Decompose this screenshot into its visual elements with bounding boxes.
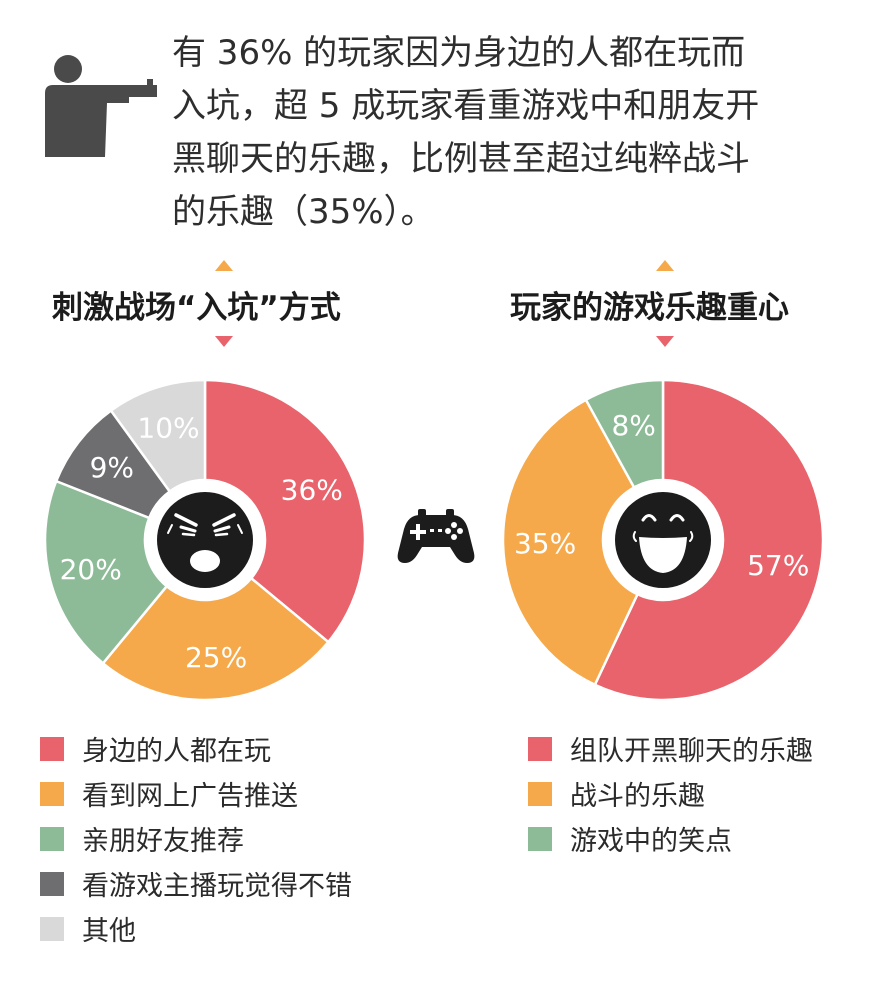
slice-value-label: 36% (281, 473, 343, 506)
legend-item: 亲朋好友推荐 (40, 816, 352, 861)
triangle-down-icon (215, 336, 233, 347)
slice-value-label: 35% (514, 527, 576, 560)
legend-swatch (40, 871, 64, 896)
legend-swatch (528, 826, 552, 851)
slice-value-label: 25% (185, 641, 247, 674)
legend-swatch (40, 736, 64, 761)
legend-item: 战斗的乐趣 (528, 771, 813, 816)
triangle-up-icon (215, 260, 233, 271)
slice-value-label: 9% (90, 451, 134, 484)
donut-slice (109, 378, 207, 494)
donut-slice (501, 398, 640, 687)
chart-title-fun-focus: 玩家的游戏乐趣重心 (510, 290, 789, 326)
triangle-up-icon (656, 260, 674, 271)
headline-line: 入坑，超 5 成玩家看重游戏中和朋友开 (172, 86, 760, 126)
legend-label: 战斗的乐趣 (570, 781, 705, 812)
legend-label: 其他 (82, 916, 136, 947)
legend-item: 看到网上广告推送 (40, 771, 352, 816)
donut-chart-entry-method: 36% 25% 20% 9%10% (43, 378, 367, 702)
legend-item: 看游戏主播玩觉得不错 (40, 861, 352, 906)
legend-fun-focus: 组队开黑聊天的乐趣 战斗的乐趣 游戏中的笑点 (528, 726, 813, 861)
legend-entry-method: 身边的人都在玩 看到网上广告推送 亲朋好友推荐 看游戏主播玩觉得不错 其他 (40, 726, 352, 951)
slice-value-label: 10% (137, 411, 199, 444)
donut-slice (584, 378, 665, 490)
slice-value-label: 57% (747, 549, 809, 582)
slice-value-label: 8% (611, 409, 655, 442)
donut-slice (101, 576, 331, 702)
slice-value-label: 20% (60, 553, 122, 586)
chart-title-entry-method: 刺激战场“入坑”方式 (52, 290, 341, 326)
donut-chart-fun-focus: 57% 35% 8% (501, 378, 825, 702)
gun-icon (45, 55, 157, 157)
legend-item: 组队开黑聊天的乐趣 (528, 726, 813, 771)
angry-face-icon (157, 492, 253, 588)
triangle-down-icon (656, 336, 674, 347)
legend-label: 身边的人都在玩 (82, 736, 271, 767)
legend-item: 游戏中的笑点 (528, 816, 813, 861)
legend-label: 游戏中的笑点 (570, 826, 732, 857)
legend-swatch (40, 916, 64, 941)
game-controller-icon (397, 509, 475, 563)
legend-label: 组队开黑聊天的乐趣 (570, 736, 813, 767)
donut-slice (43, 479, 169, 666)
legend-item: 其他 (40, 906, 352, 951)
legend-label: 看游戏主播玩觉得不错 (82, 871, 352, 902)
legend-swatch (40, 781, 64, 806)
legend-item: 身边的人都在玩 (40, 726, 352, 771)
legend-swatch (528, 781, 552, 806)
legend-swatch (528, 736, 552, 761)
headline-line: 黑聊天的乐趣，比例甚至超过纯粹战斗 (172, 139, 750, 179)
laughing-face-icon (615, 492, 711, 588)
donut-slice (593, 378, 825, 702)
legend-label: 看到网上广告推送 (82, 781, 298, 812)
legend-label: 亲朋好友推荐 (82, 826, 244, 857)
headline-text: 有 36% 的玩家因为身边的人都在玩而 入坑，超 5 成玩家看重游戏中和朋友开 … (172, 27, 862, 239)
headline-line: 有 36% 的玩家因为身边的人都在玩而 (172, 33, 746, 73)
headline-line: 的乐趣（35%）。 (172, 192, 435, 232)
legend-swatch (40, 826, 64, 851)
donut-slice (203, 378, 367, 644)
